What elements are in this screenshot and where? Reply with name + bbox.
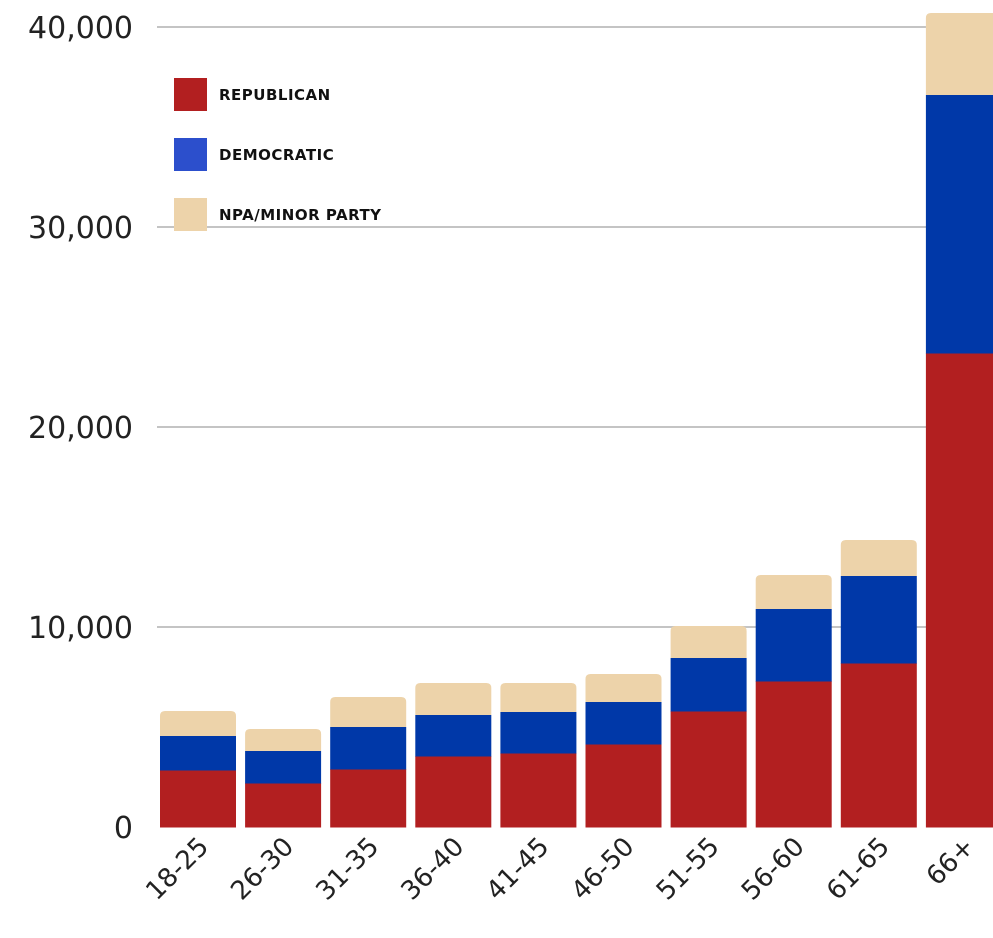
grid-lines (157, 26, 993, 628)
bar-segment-democratic (330, 727, 407, 770)
x-category-label: 18-25 (140, 832, 215, 907)
bar-segment-republican (500, 753, 577, 828)
bar-segment-npa-minor-party (245, 729, 322, 751)
legend-label: NPA/MINOR PARTY (219, 206, 382, 224)
bars (160, 13, 993, 828)
x-category-label: 41-45 (481, 832, 556, 907)
bar-segment-republican (755, 681, 832, 828)
bar-segment-npa-minor-party (925, 13, 993, 95)
y-tick-label: 40,000 (28, 11, 133, 46)
y-tick-label: 0 (114, 811, 133, 846)
y-tick-label: 10,000 (28, 611, 133, 646)
y-tick-label: 30,000 (28, 211, 133, 246)
x-category-label: 56-60 (736, 832, 811, 907)
bar-segment-democratic (840, 576, 917, 664)
x-category-label: 36-40 (396, 832, 471, 907)
bar-segment-npa-minor-party (160, 711, 236, 736)
bar-segment-npa-minor-party (755, 575, 832, 609)
bar-segment-npa-minor-party (500, 683, 577, 712)
bar-segment-npa-minor-party (585, 674, 662, 702)
bar-segment-democratic (245, 751, 322, 784)
x-category-label: 61-65 (821, 832, 896, 907)
bar-segment-republican (160, 770, 236, 828)
x-category-label: 31-35 (311, 832, 386, 907)
bar-segment-democratic (670, 658, 747, 712)
bar-segment-npa-minor-party (330, 697, 407, 727)
bar-segment-republican (670, 711, 747, 828)
x-category-label: 26-30 (225, 832, 300, 907)
bar-segment-democratic (160, 736, 236, 771)
bar-segment-republican (245, 783, 322, 828)
x-category-label: 46-50 (566, 832, 641, 907)
bar-segment-democratic (755, 609, 832, 682)
bar-segment-republican (925, 353, 993, 828)
legend: REPUBLICAN DEMOCRATIC NPA/MINOR PARTY (174, 78, 382, 231)
legend-swatch (174, 138, 207, 171)
x-category-label: 66+ (921, 832, 981, 892)
legend-swatch (174, 198, 207, 231)
legend-label: DEMOCRATIC (219, 146, 334, 164)
bar-segment-npa-minor-party (670, 626, 747, 658)
bar-segment-democratic (415, 715, 492, 757)
bar-segment-republican (415, 756, 492, 828)
bar-segment-republican (330, 769, 407, 828)
bar-segment-democratic (500, 712, 577, 754)
x-category-label: 51-55 (651, 832, 726, 907)
bar-segment-republican (840, 663, 917, 828)
bar-segment-npa-minor-party (840, 540, 917, 576)
y-axis-ticks: 0 10,000 20,000 30,000 40,000 (28, 11, 133, 846)
legend-label: REPUBLICAN (219, 86, 331, 104)
bar-segment-democratic (925, 95, 993, 354)
y-tick-label: 20,000 (28, 411, 133, 446)
bar-segment-republican (585, 744, 662, 828)
bar-segment-npa-minor-party (415, 683, 492, 715)
bar-segment-democratic (585, 702, 662, 745)
legend-swatch (174, 78, 207, 111)
x-axis-labels: 18-25 26-30 31-35 36-40 41-45 46-50 51-55 56-60… (140, 832, 981, 907)
